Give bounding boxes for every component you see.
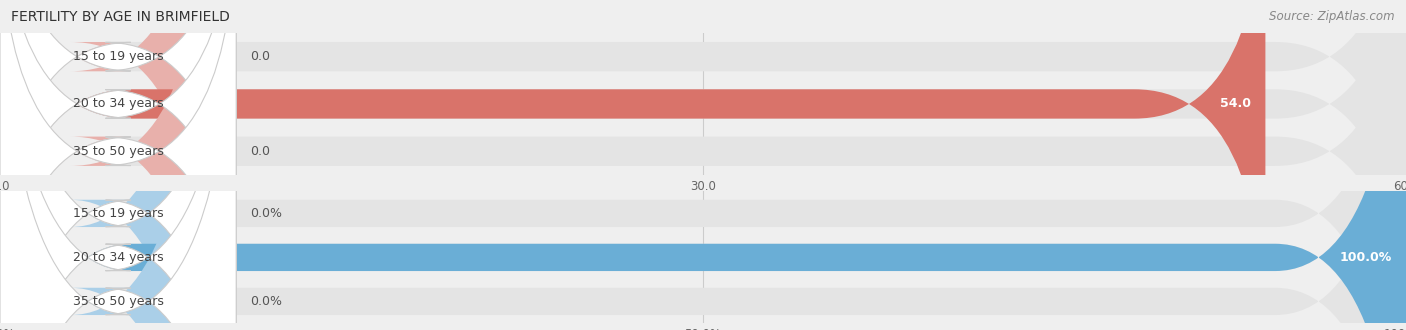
Text: 54.0: 54.0	[1220, 97, 1251, 111]
Text: 0.0: 0.0	[250, 145, 270, 158]
Text: 0.0%: 0.0%	[250, 207, 283, 220]
Text: 20 to 34 years: 20 to 34 years	[73, 251, 163, 264]
Text: 15 to 19 years: 15 to 19 years	[73, 50, 163, 63]
Text: 20 to 34 years: 20 to 34 years	[73, 97, 163, 111]
FancyBboxPatch shape	[0, 0, 201, 330]
Text: 35 to 50 years: 35 to 50 years	[73, 145, 163, 158]
FancyBboxPatch shape	[0, 0, 236, 306]
FancyBboxPatch shape	[0, 0, 236, 330]
Text: 15 to 19 years: 15 to 19 years	[73, 207, 163, 220]
FancyBboxPatch shape	[0, 0, 236, 330]
FancyBboxPatch shape	[0, 0, 236, 330]
FancyBboxPatch shape	[0, 0, 201, 330]
Text: 35 to 50 years: 35 to 50 years	[73, 295, 163, 308]
Text: 0.0%: 0.0%	[250, 295, 283, 308]
FancyBboxPatch shape	[0, 0, 1265, 330]
FancyBboxPatch shape	[0, 0, 1406, 306]
Text: 0.0: 0.0	[250, 50, 270, 63]
Text: FERTILITY BY AGE IN BRIMFIELD: FERTILITY BY AGE IN BRIMFIELD	[11, 10, 231, 24]
FancyBboxPatch shape	[0, 0, 201, 306]
FancyBboxPatch shape	[0, 0, 236, 330]
FancyBboxPatch shape	[0, 0, 201, 330]
Text: 100.0%: 100.0%	[1340, 251, 1392, 264]
Text: Source: ZipAtlas.com: Source: ZipAtlas.com	[1270, 10, 1395, 23]
FancyBboxPatch shape	[0, 0, 236, 330]
